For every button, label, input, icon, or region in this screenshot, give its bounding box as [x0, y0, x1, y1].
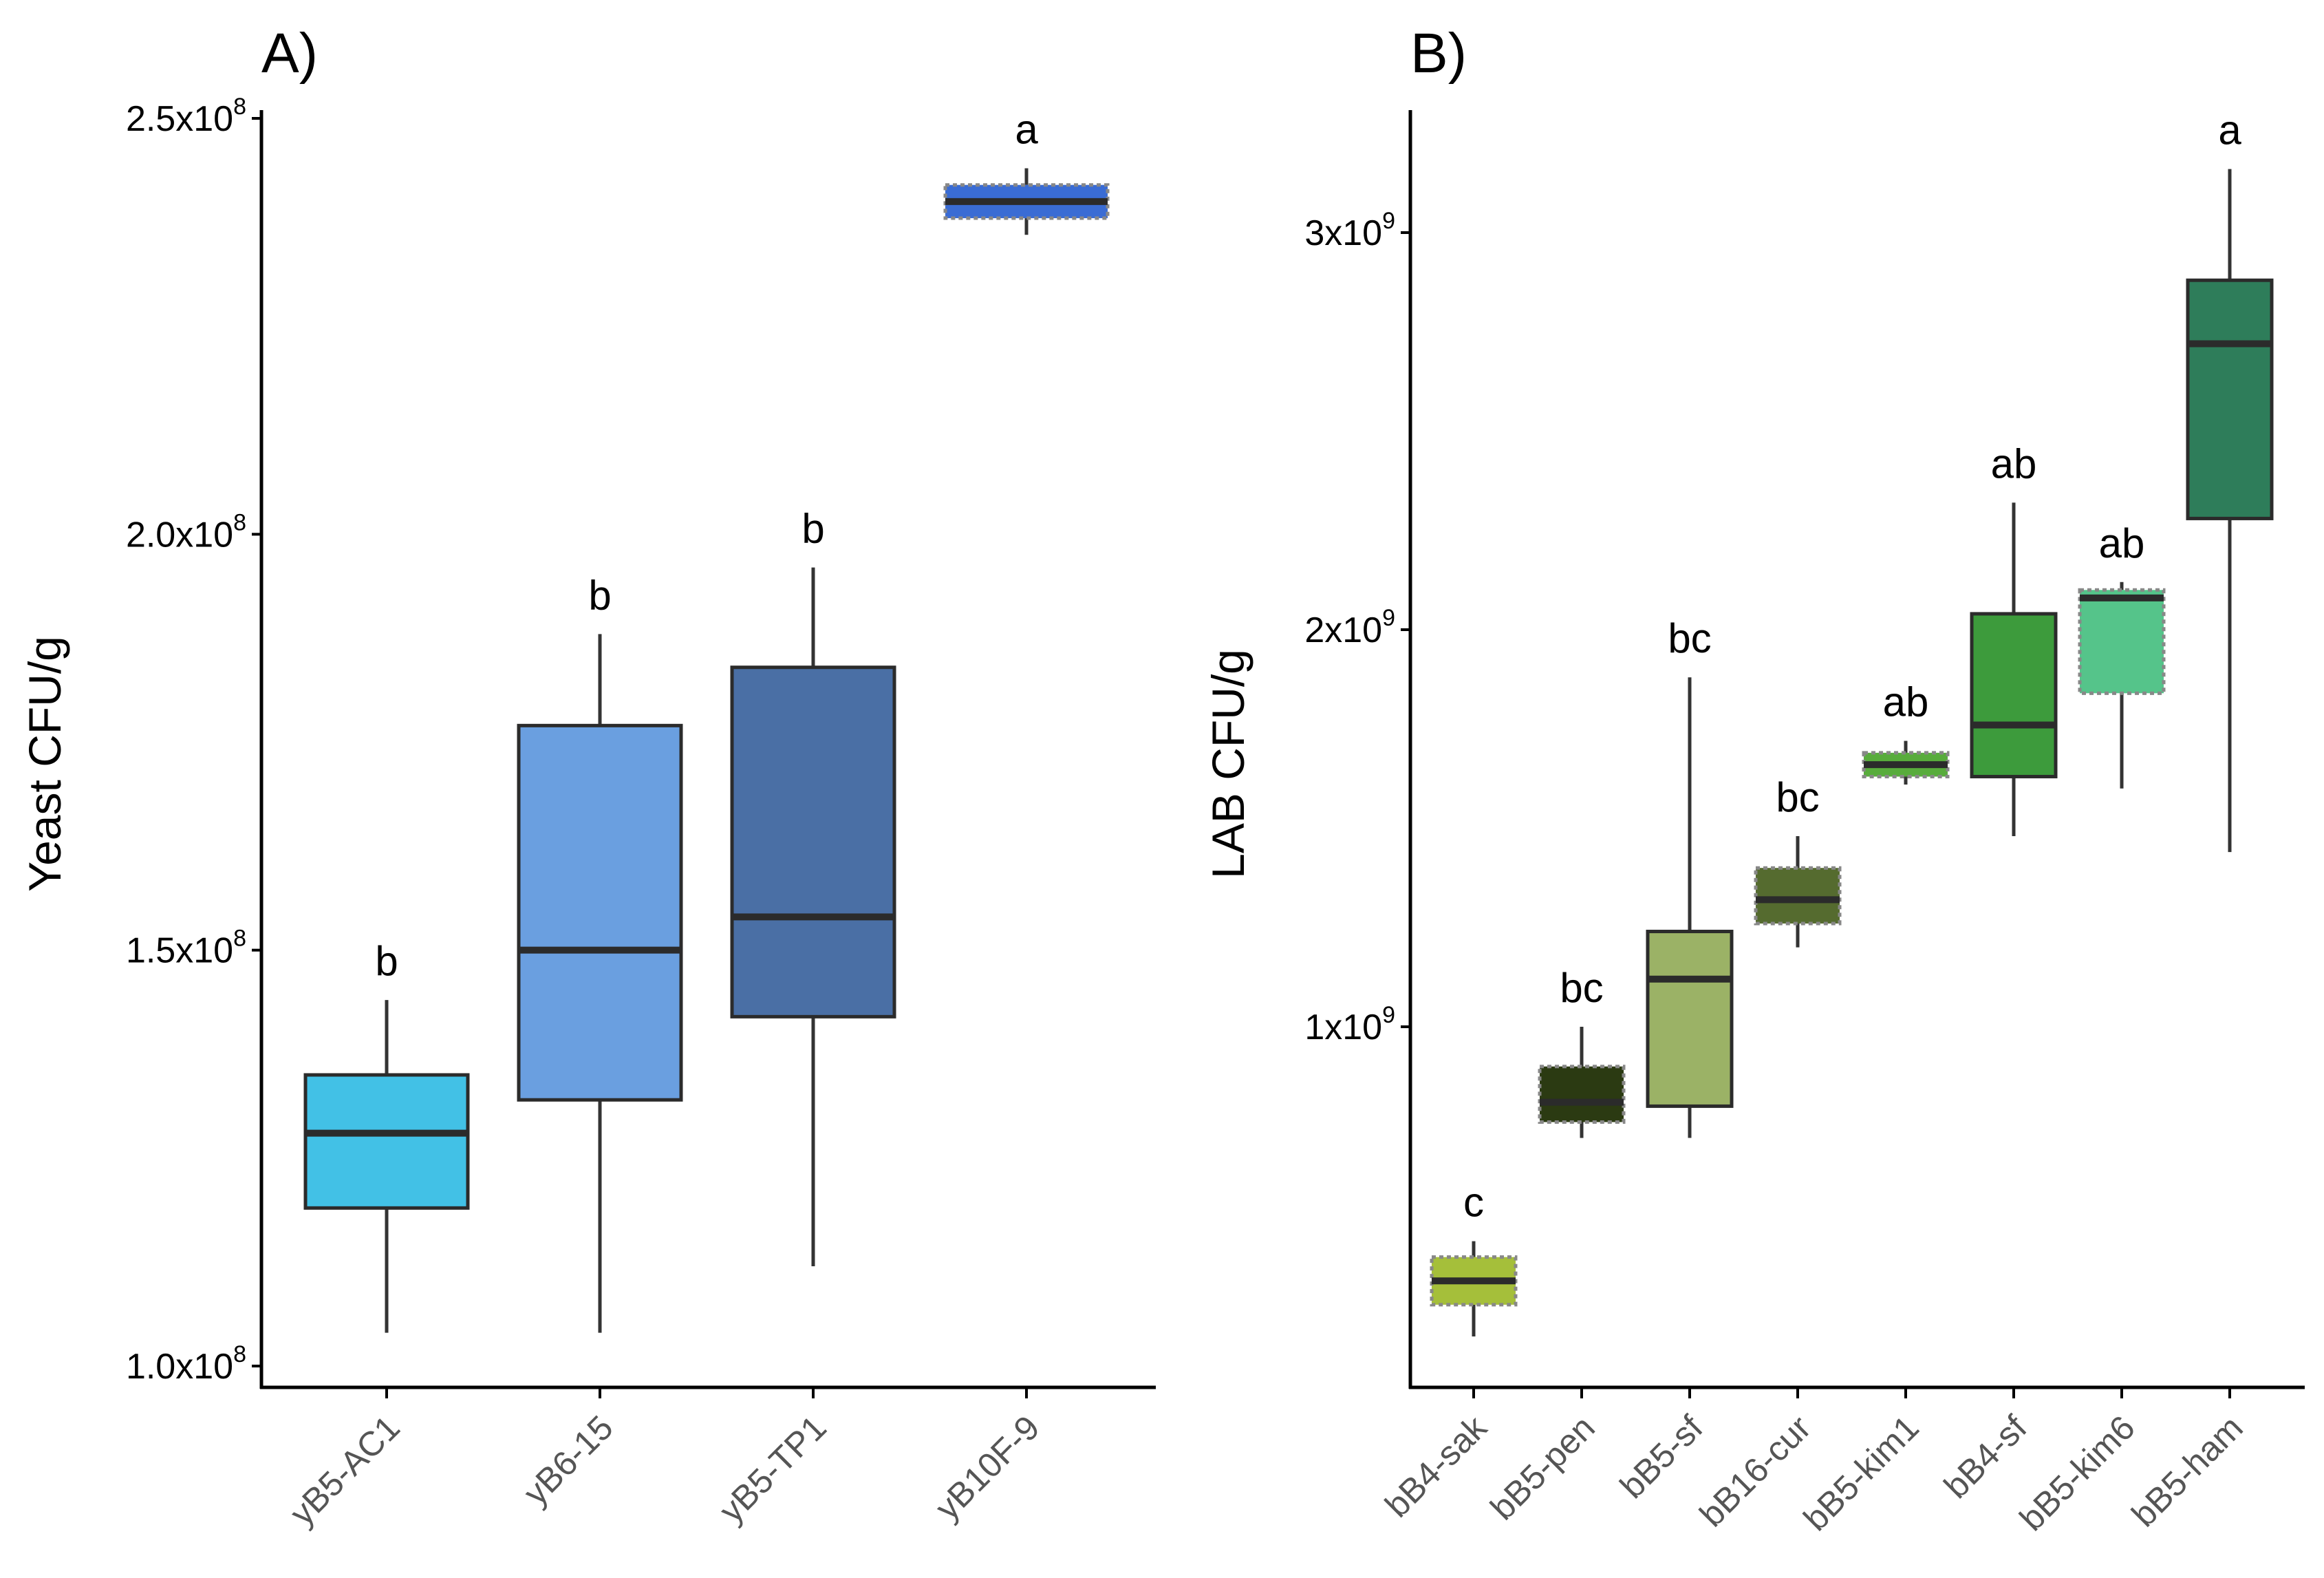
box-bB5-sf: bc: [1646, 615, 1734, 1138]
box-yB6-15: b: [517, 572, 683, 1333]
box-bB5-kim1: ab: [1862, 679, 1950, 785]
box-yB10F-9: a: [943, 107, 1110, 235]
box-yB5-AC1: b: [303, 938, 470, 1333]
box-bB5-pen: bc: [1538, 965, 1626, 1138]
x-tick-label: yB6-15: [516, 1408, 621, 1513]
y-tick-label: 1x109: [1304, 1002, 1395, 1047]
x-tick-label: bB5-kim6: [2012, 1408, 2142, 1538]
significance-letter: ab: [1883, 679, 1929, 725]
x-tick-label: bB5-ham: [2124, 1408, 2250, 1534]
x-tick-label: bB5-sf: [1613, 1408, 1710, 1506]
box-iqr: [1646, 930, 1734, 1108]
y-tick-label: 2.0x108: [126, 509, 246, 555]
y-tick-label: 1.5x108: [126, 926, 246, 971]
significance-letter: bc: [1560, 965, 1603, 1011]
significance-letter: ab: [1991, 440, 2037, 487]
box-iqr: [1538, 1065, 1626, 1124]
box-bB5-kim6: ab: [2078, 520, 2166, 789]
x-tick-label: yB5-TP1: [712, 1408, 834, 1530]
x-tick-label: yB10F-9: [928, 1408, 1047, 1527]
box-bB16-cur: bc: [1754, 774, 1842, 948]
panel-b-y-axis-label: LAB CFU/g: [1203, 649, 1254, 879]
box-bB5-ham: a: [2186, 107, 2274, 853]
box-iqr: [1754, 866, 1842, 926]
box-bB4-sf: ab: [1970, 440, 2058, 837]
box-yB5-TP1: b: [730, 506, 896, 1266]
x-tick-label: bB16-cur: [1692, 1408, 1818, 1534]
box-iqr: [2186, 278, 2274, 520]
significance-letter: a: [1015, 107, 1038, 153]
y-tick-label: 2x109: [1304, 605, 1395, 650]
significance-letter: bc: [1776, 774, 1819, 820]
box-iqr: [303, 1073, 470, 1210]
x-tick-label: bB4-sf: [1937, 1408, 2034, 1506]
y-tick-label: 1.0x108: [126, 1341, 246, 1387]
y-tick-label: 3x109: [1304, 208, 1395, 253]
panel-a-label: A): [261, 22, 318, 85]
x-tick-label: yB5-AC1: [283, 1408, 407, 1533]
significance-letter: b: [375, 938, 398, 984]
y-tick-label: 2.5x108: [126, 94, 246, 139]
x-tick-label: bB4-sak: [1377, 1407, 1494, 1524]
box-iqr: [1970, 612, 2058, 778]
box-iqr: [517, 723, 683, 1102]
box-bB4-sak: c: [1430, 1180, 1518, 1337]
significance-letter: a: [2218, 107, 2241, 153]
panel-a-y-axis-label: Yeast CFU/g: [19, 636, 70, 892]
significance-letter: ab: [2099, 520, 2145, 566]
panel-a: A) Yeast CFU/g 2.5x108 2.0x108 1.5x108 1.0x…: [19, 22, 1156, 1533]
box-iqr: [2078, 588, 2166, 695]
box-iqr: [730, 665, 896, 1019]
x-tick-label: bB5-pen: [1483, 1408, 1602, 1527]
significance-letter: c: [1463, 1180, 1484, 1226]
significance-letter: b: [801, 506, 824, 552]
x-tick-label: bB5-kim1: [1796, 1408, 1926, 1538]
significance-letter: b: [588, 572, 611, 618]
significance-letter: bc: [1668, 615, 1711, 661]
panel-b-label: B): [1410, 22, 1467, 85]
